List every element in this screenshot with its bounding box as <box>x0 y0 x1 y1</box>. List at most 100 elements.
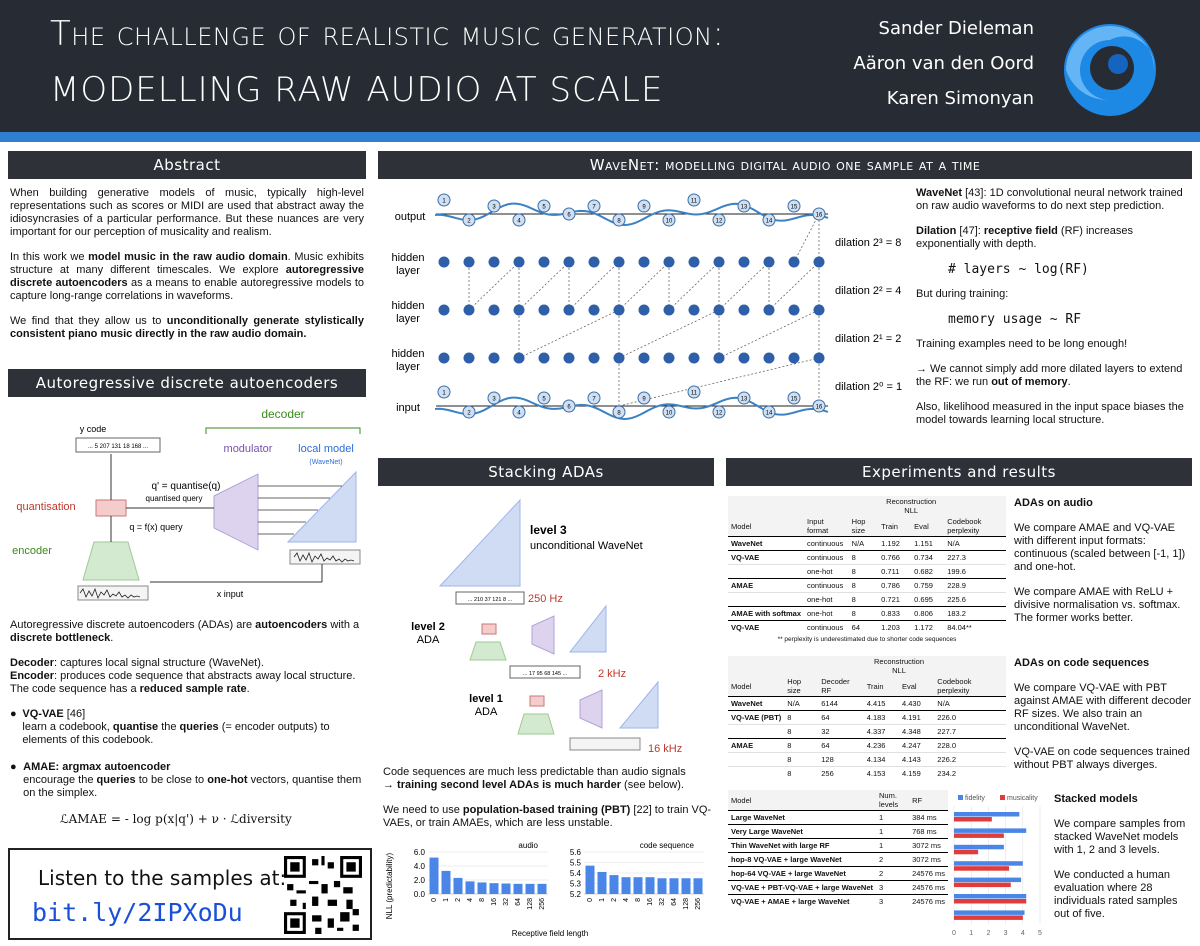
abstract-p3: We find that they allow us to unconditio… <box>10 315 364 340</box>
hidden-unit-node <box>513 256 525 268</box>
hidden-unit-node <box>463 352 475 364</box>
hidden-unit-node <box>588 256 600 268</box>
freq-2khz-label: 2 kHz <box>598 668 626 680</box>
hidden-unit-node <box>513 304 525 316</box>
hidden-unit-node <box>563 304 575 316</box>
wavenet-p4: Training examples need to be long enough… <box>916 338 1128 350</box>
sample-index-label: 1 <box>442 199 446 205</box>
stacking-heading: Stacking ADAs <box>378 458 714 486</box>
bar-fidelity <box>954 894 1027 899</box>
x-tick-label: 2 <box>455 898 462 902</box>
y-tick-label: 2.0 <box>414 876 426 885</box>
layer-label-3: layer <box>396 361 420 373</box>
sample-index-label: 6 <box>567 213 571 219</box>
hidden-unit-node <box>488 256 500 268</box>
y-tick-label: 0.0 <box>414 890 426 899</box>
table-row: VQ-VAE (PBT) 8 64 4.183 4.191 226.0 <box>728 710 1006 725</box>
output-sample-node <box>712 213 726 227</box>
legend-label: musicality <box>1007 795 1038 802</box>
hidden-unit-node <box>738 304 750 316</box>
sample-index-label: 12 <box>716 219 723 225</box>
hidden-unit-node <box>688 352 700 364</box>
local-model-label: local model <box>298 443 354 455</box>
header-accent-bar <box>0 132 1200 142</box>
bar <box>645 877 655 894</box>
table-row: 8 256 4.153 4.159 234.2 <box>728 766 1006 780</box>
hidden-unit-node <box>763 352 775 364</box>
y-code-label: y code <box>80 424 107 434</box>
code-sequence-label: ... 5 207 131 18 168 ... <box>88 444 148 450</box>
stacking-text: Code sequences are much less predictable… <box>383 766 713 842</box>
table-row: hop-64 VQ-VAE + large WaveNet 2 24576 ms <box>728 866 948 881</box>
listen-box <box>8 848 372 940</box>
x-tick-label: 1 <box>599 898 606 902</box>
sample-index-label: 4 <box>517 219 521 225</box>
wavenet-p2: Dilation [47]: receptive field (RF) incr… <box>916 225 1134 250</box>
input-sample-node <box>587 391 601 405</box>
bar <box>585 865 595 894</box>
table-row: 8 128 4.134 4.143 226.2 <box>728 752 1006 767</box>
output-sample-node <box>737 199 751 213</box>
bar <box>525 883 535 894</box>
amae-formula: ℒAMAE = - log p(x|q') + ν · ℒdiversity <box>60 812 292 826</box>
hidden-label-2: hidden <box>391 300 424 312</box>
input-sample-node <box>462 405 476 419</box>
sample-index-label: 15 <box>791 205 798 211</box>
input-sample-node <box>562 399 576 413</box>
ada-p2: Decoder: captures local signal structure… <box>10 657 356 695</box>
sample-index-label: 8 <box>617 411 621 417</box>
output-sample-node <box>587 199 601 213</box>
sample-index-label: 8 <box>617 219 621 225</box>
x-tick-label: 8 <box>479 898 486 902</box>
hidden-unit-node <box>463 256 475 268</box>
bar-musicality <box>954 899 1027 904</box>
ada-p1: Autoregressive discrete autoencoders (AD… <box>10 619 360 644</box>
samples-link[interactable]: bit.ly/2IPXoDu <box>32 898 243 927</box>
wavenet-p1: WaveNet [43]: 1D convolutional neural ne… <box>916 187 1183 212</box>
sample-index-label: 4 <box>517 411 521 417</box>
sample-index-label: 11 <box>691 199 698 205</box>
legend-swatch <box>958 795 963 800</box>
sample-index-label: 16 <box>816 213 823 219</box>
x-tick-label: 256 <box>539 898 546 910</box>
sample-index-label: 14 <box>766 219 773 225</box>
bar-musicality <box>954 915 1023 920</box>
author-1: Sander Dieleman <box>878 18 1034 39</box>
sample-index-label: 2 <box>467 411 471 417</box>
hidden-unit-node <box>738 352 750 364</box>
wavenet-code1: # layers ~ log(RF) <box>948 262 1089 277</box>
input-sample-node <box>687 385 701 399</box>
bar-musicality <box>954 866 1010 871</box>
hidden-label-1: hidden <box>391 252 424 264</box>
abstract-p1: When building generative models of music… <box>10 187 364 238</box>
y-tick-label: 6.0 <box>414 848 426 857</box>
deepmind-logo-icon <box>1064 24 1156 116</box>
hidden-unit-node <box>488 352 500 364</box>
hidden-unit-node <box>788 304 800 316</box>
sample-index-label: 12 <box>716 411 723 417</box>
input-sample-node <box>662 405 676 419</box>
hidden-unit-node <box>538 304 550 316</box>
input-sample-node <box>637 391 651 405</box>
wavenet-text: WaveNet [43]: 1D convolutional neural ne… <box>916 187 1192 439</box>
dilation-2-label: dilation 2¹ = 2 <box>835 333 901 345</box>
wavenet-p6: Also, likelihood measured in the input s… <box>916 401 1184 426</box>
sample-index-label: 3 <box>492 397 496 403</box>
bar <box>513 883 523 894</box>
table-row: VQ-VAE + PBT-VQ-VAE + large WaveNet 3 2457… <box>728 880 948 895</box>
layer-label-2: layer <box>396 313 420 325</box>
input-sample-node <box>812 399 826 413</box>
output-sample-node <box>787 199 801 213</box>
decoder-label: decoder <box>261 407 304 421</box>
qr-code-icon[interactable] <box>284 856 362 934</box>
bar <box>441 870 451 894</box>
bar <box>501 883 511 894</box>
bar-fidelity <box>954 812 1020 817</box>
hidden-unit-node <box>588 352 600 364</box>
audio-chart-title: audio <box>518 841 538 850</box>
x-tick-label: 1 <box>969 930 973 937</box>
hidden-unit-node <box>738 256 750 268</box>
poster-header: The challenge of realistic music generat… <box>0 0 1200 132</box>
bar <box>621 877 631 894</box>
table-row: 8 32 4.337 4.348 227.7 <box>728 724 1006 739</box>
